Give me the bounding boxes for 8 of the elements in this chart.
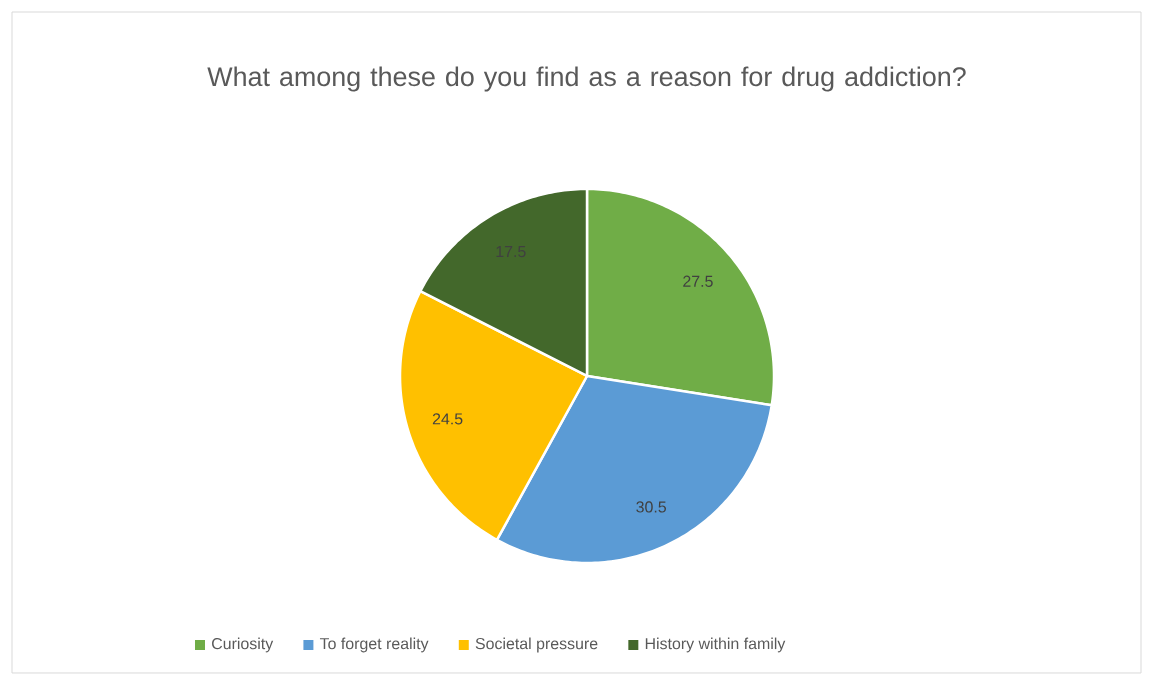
legend-label: Curiosity xyxy=(212,637,274,653)
legend-label: To forget reality xyxy=(319,637,429,653)
data-label: 30.5 xyxy=(636,501,667,513)
legend-label: Societal pressure xyxy=(475,637,598,653)
legend-label: History within family xyxy=(645,637,786,653)
chart-title: What among these do you find as a reason for drug addiction? xyxy=(207,66,966,92)
data-label: 27.5 xyxy=(683,275,713,287)
data-label: 24.5 xyxy=(432,413,463,425)
